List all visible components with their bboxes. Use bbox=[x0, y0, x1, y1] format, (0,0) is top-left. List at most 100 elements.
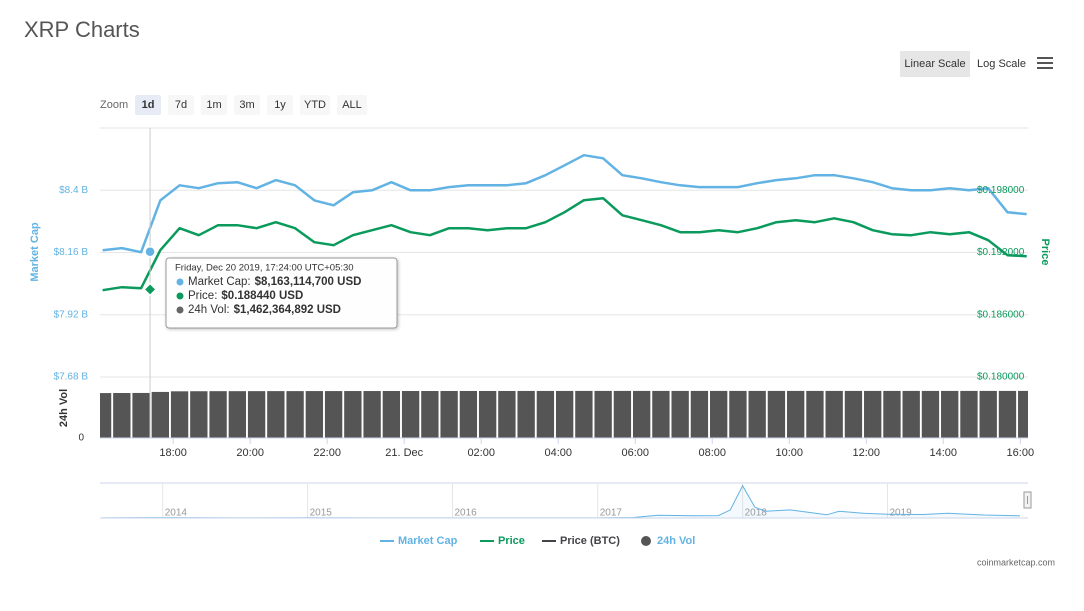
scale-button[interactable] bbox=[973, 51, 1030, 77]
hover-marker bbox=[144, 245, 156, 258]
legend-item[interactable]: Price bbox=[480, 535, 525, 547]
volume-bar bbox=[709, 390, 728, 438]
volume-bar bbox=[594, 390, 612, 438]
y2-tick-label: $0.180000 bbox=[977, 372, 1025, 383]
volume-bar bbox=[671, 390, 689, 438]
volume-bar bbox=[960, 390, 978, 438]
volume-bar bbox=[132, 392, 150, 438]
volume-bar bbox=[536, 390, 555, 438]
tooltip-item-value: $1,462,364,892 USD bbox=[234, 304, 341, 316]
credit: coinmarketcap.com bbox=[977, 557, 1055, 567]
legend-item[interactable]: Price (BTC) bbox=[542, 535, 620, 547]
volume-bar bbox=[864, 390, 882, 438]
zoom-button[interactable] bbox=[300, 95, 330, 115]
tooltip-item-name: Price: bbox=[188, 290, 217, 302]
chart-title: XRP Charts bbox=[24, 17, 140, 42]
tooltip-dot bbox=[176, 292, 184, 300]
volume-bar bbox=[190, 391, 208, 438]
volume-bar bbox=[555, 390, 574, 438]
x-tick-label: 10:00 bbox=[775, 447, 803, 459]
volume-bar bbox=[170, 391, 189, 438]
tooltip-item-name: Market Cap: bbox=[188, 276, 251, 288]
tooltip-dot bbox=[176, 278, 184, 286]
volume-bar bbox=[517, 390, 535, 438]
volume-bar bbox=[267, 391, 285, 438]
volume-bar bbox=[228, 391, 247, 438]
series-line bbox=[102, 153, 1027, 254]
zoom-button-label[interactable]: ALL bbox=[342, 99, 362, 111]
navigator-tick-label: 2014 bbox=[165, 508, 188, 519]
navigator-line bbox=[101, 484, 1021, 519]
zoom-button[interactable] bbox=[267, 95, 293, 115]
navigator-tick-label: 2017 bbox=[600, 508, 623, 519]
navigator-area bbox=[101, 485, 1021, 518]
scale-button[interactable] bbox=[900, 51, 970, 77]
legend-label[interactable]: Price bbox=[498, 535, 525, 547]
volume-bar bbox=[767, 390, 786, 438]
legend-label[interactable]: Price (BTC) bbox=[560, 535, 620, 547]
volume-bar bbox=[652, 390, 670, 438]
zoom-button-label[interactable]: 1m bbox=[206, 99, 221, 111]
volume-bar bbox=[478, 390, 497, 438]
series-line bbox=[102, 196, 1027, 292]
tooltip-item-name: 24h Vol: bbox=[188, 304, 230, 316]
zoom-button-label[interactable]: YTD bbox=[304, 99, 326, 111]
zoom-button-label[interactable]: 7d bbox=[175, 99, 187, 111]
legend-label[interactable]: Market Cap bbox=[398, 535, 458, 547]
zoom-button-label[interactable]: 1d bbox=[142, 99, 155, 111]
legend-label[interactable]: 24h Vol bbox=[657, 535, 695, 547]
volume-bar bbox=[787, 390, 805, 438]
y3-axis-title: 24h Vol bbox=[58, 389, 70, 427]
plot-area bbox=[100, 153, 1028, 438]
volume-bar bbox=[421, 391, 439, 438]
zoom-button[interactable] bbox=[201, 95, 227, 115]
volume-bar bbox=[748, 390, 766, 438]
tooltip-item: Market Cap: $8,163,114,700 USD bbox=[188, 276, 361, 288]
x-tick-label: 22:00 bbox=[313, 447, 341, 459]
zoom-button[interactable] bbox=[234, 95, 260, 115]
y-tick-label: $8.4 B bbox=[59, 185, 88, 196]
volume-bar bbox=[613, 390, 632, 438]
x-tick-label: 02:00 bbox=[467, 447, 495, 459]
zoom-button-label[interactable]: 3m bbox=[239, 99, 254, 111]
navigator-tick-label: 2015 bbox=[310, 508, 333, 519]
navigator-tick-label: 2018 bbox=[745, 508, 768, 519]
volume-bar bbox=[690, 390, 709, 438]
y2-tick-label: $0.198000 bbox=[977, 185, 1025, 196]
zoom-button[interactable] bbox=[337, 95, 367, 115]
y-tick-label: $7.92 B bbox=[54, 309, 89, 320]
volume-bar bbox=[902, 390, 920, 438]
tooltip-item-value: $8,163,114,700 USD bbox=[255, 276, 362, 288]
menu-icon[interactable] bbox=[1037, 57, 1053, 69]
tooltip-item: 24h Vol: $1,462,364,892 USD bbox=[188, 304, 341, 316]
scale-button-label[interactable]: Linear Scale bbox=[904, 58, 965, 70]
zoom-button-label[interactable]: 1y bbox=[274, 99, 286, 111]
legend-item[interactable]: Market Cap bbox=[380, 535, 458, 547]
volume-bar bbox=[459, 390, 478, 438]
x-tick-label: 06:00 bbox=[621, 447, 649, 459]
hover-marker bbox=[142, 282, 158, 297]
tooltip-item-value: $0.188440 USD bbox=[221, 290, 303, 302]
volume-bar bbox=[363, 391, 381, 438]
zoom-button[interactable] bbox=[135, 95, 161, 115]
volume-bar bbox=[575, 390, 593, 438]
volume-bar bbox=[979, 390, 997, 438]
y2-tick-label: $0.186000 bbox=[977, 309, 1025, 320]
volume-bar bbox=[883, 390, 901, 438]
volume-bar bbox=[632, 390, 651, 438]
volume-bar bbox=[941, 390, 959, 438]
scale-button-label[interactable]: Log Scale bbox=[977, 58, 1026, 70]
volume-bar bbox=[729, 390, 747, 438]
legend-item[interactable]: 24h Vol bbox=[641, 535, 695, 547]
volume-bar bbox=[100, 393, 112, 438]
tooltip-box bbox=[165, 257, 398, 329]
volume-bar bbox=[998, 390, 1017, 438]
volume-bar bbox=[401, 391, 420, 438]
volume-bar bbox=[498, 390, 516, 438]
x-tick-label: 16:00 bbox=[1007, 447, 1035, 459]
volume-bar bbox=[324, 391, 343, 438]
zoom-button[interactable] bbox=[168, 95, 194, 115]
y3-tick-label: 0 bbox=[78, 433, 84, 444]
volume-bar bbox=[247, 391, 266, 438]
